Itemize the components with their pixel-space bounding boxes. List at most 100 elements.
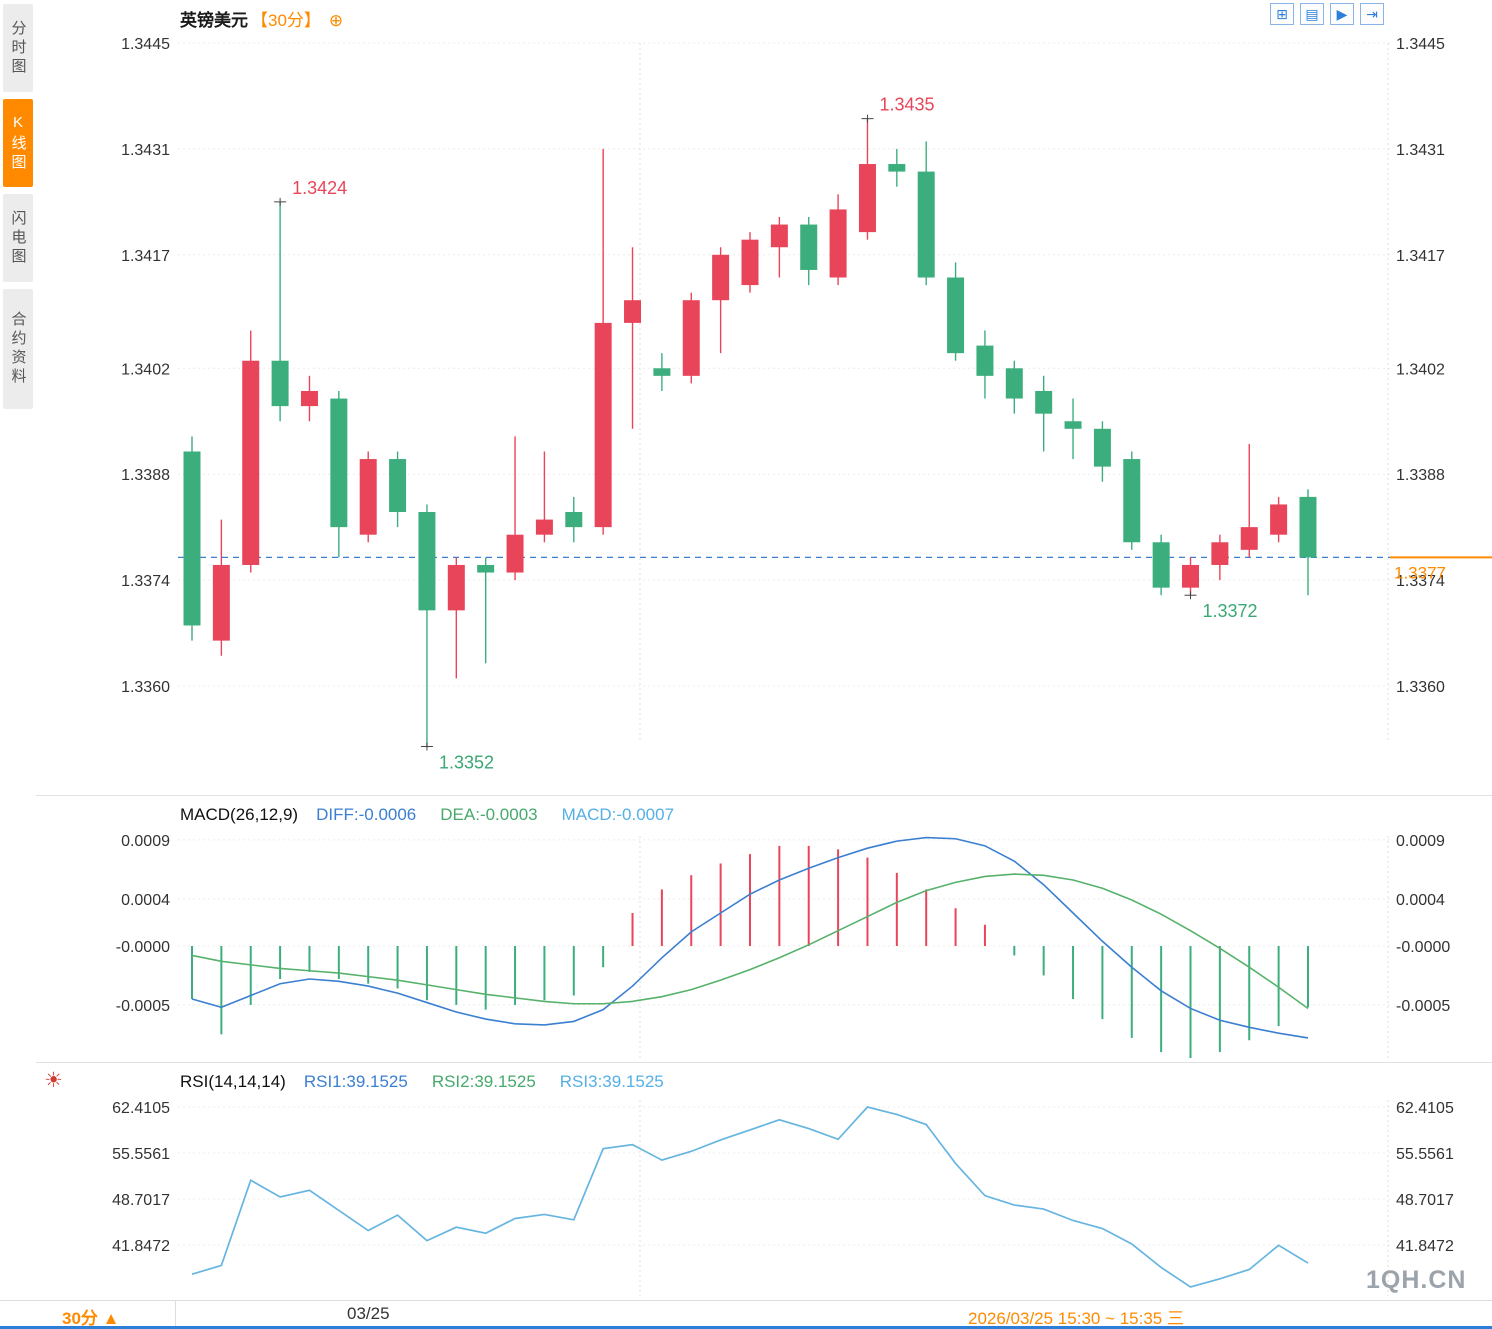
candle-body xyxy=(300,390,318,407)
period-selector[interactable]: 30分 ▲ xyxy=(62,1304,119,1329)
chart-header: 英镑美元 【30分】 ⊕ xyxy=(180,6,343,31)
rsi-title[interactable]: RSI(14,14,14) xyxy=(180,1072,286,1091)
candle-body xyxy=(447,564,465,611)
macd-panel-separator xyxy=(36,795,1492,796)
sidebar-tab-flash-chart[interactable]: 闪电图 xyxy=(3,194,33,282)
high-price-annotation: 1.3435 xyxy=(879,95,934,115)
add-indicator-icon[interactable]: ⊕ xyxy=(328,11,344,30)
candle-body xyxy=(1035,390,1053,414)
footer-bar: 30分 ▲ 03/25 2026/03/25 15:30 ~ 15:35 三 xyxy=(0,1300,1492,1329)
candle-body xyxy=(477,564,495,573)
macd-dea-line xyxy=(191,873,1309,1010)
y-axis-label-right: 1.3374 xyxy=(1396,573,1445,590)
y-axis-label-right: 62.4105 xyxy=(1396,1100,1454,1117)
layout-toolbar: ⊞ ▤ ▶ ⇥ xyxy=(1270,3,1384,25)
period-tag[interactable]: 【30分】 xyxy=(251,11,321,30)
macd-diff-line xyxy=(191,836,1309,1039)
rsi3-value: RSI3:39.1525 xyxy=(559,1072,664,1091)
chart-play-icon[interactable]: ▶ xyxy=(1330,3,1354,25)
candle-body xyxy=(418,512,436,611)
chart-forward-icon[interactable]: ⇥ xyxy=(1360,3,1384,25)
y-axis-label-left: 41.8472 xyxy=(112,1238,170,1255)
high-price-annotation: 1.3424 xyxy=(292,178,347,198)
y-axis-label-right: 41.8472 xyxy=(1396,1238,1454,1255)
y-axis-label-left: 1.3445 xyxy=(121,36,170,53)
bottom-scrollbar[interactable] xyxy=(0,1326,1492,1329)
chart-columns-icon[interactable]: ▤ xyxy=(1300,3,1324,25)
candle-body xyxy=(359,459,377,535)
candle-body xyxy=(947,277,965,354)
main-plot-area[interactable] xyxy=(178,43,1390,745)
y-axis-label-left: 48.7017 xyxy=(112,1192,170,1209)
candle-body xyxy=(976,345,994,376)
y-axis-label-left: 1.3417 xyxy=(121,248,170,265)
candle-body xyxy=(1123,459,1141,543)
rsi-plot-area[interactable] xyxy=(178,1100,1390,1296)
y-axis-label-right: 1.3388 xyxy=(1396,467,1445,484)
candle-body xyxy=(594,322,612,528)
candle-body xyxy=(535,519,553,535)
candle-body xyxy=(1211,542,1229,565)
y-axis-label-left: 1.3431 xyxy=(121,142,170,159)
candle-body xyxy=(770,224,788,248)
candle-body xyxy=(1093,428,1111,467)
candle-body xyxy=(1270,504,1288,535)
y-axis-label-right: 1.3360 xyxy=(1396,679,1445,696)
rsi1-value: RSI1:39.1525 xyxy=(303,1072,408,1091)
macd-plot-area[interactable] xyxy=(178,832,1390,1058)
sun-icon[interactable]: ☀ xyxy=(44,1069,63,1092)
candle-body xyxy=(183,451,201,626)
candle-body xyxy=(888,164,906,172)
x-axis-date-label: 03/25 xyxy=(347,1304,390,1323)
rsi-header: RSI(14,14,14) RSI1:39.1525 RSI2:39.1525 RSI… xyxy=(180,1072,664,1092)
triangle-up-icon: ▲ xyxy=(102,1309,120,1328)
candle-body xyxy=(1152,542,1170,588)
candle-body xyxy=(653,368,671,376)
y-axis-label-right: 48.7017 xyxy=(1396,1192,1454,1209)
macd-title[interactable]: MACD(26,12,9) xyxy=(180,805,299,824)
rsi-panel-separator xyxy=(36,1062,1492,1063)
sidebar-tab-time-chart[interactable]: 分时图 xyxy=(3,4,33,92)
y-axis-label-left: 1.3360 xyxy=(121,679,170,696)
y-axis-label-left: 55.5561 xyxy=(112,1146,170,1163)
sidebar-tab-contract-info[interactable]: 合约资料 xyxy=(3,289,33,409)
watermark: 1QH.CN xyxy=(1366,1266,1467,1294)
y-axis-label-left: 1.3388 xyxy=(121,467,170,484)
y-axis-label-left: 1.3402 xyxy=(121,361,170,378)
candle-body xyxy=(800,224,818,270)
candle-body xyxy=(242,360,260,565)
y-axis-label-right: 55.5561 xyxy=(1396,1146,1454,1163)
datetime-range-label: 2026/03/25 15:30 ~ 15:35 三 xyxy=(968,1309,1184,1328)
candle-body xyxy=(565,512,583,528)
y-axis-label-left: 62.4105 xyxy=(112,1100,170,1117)
candle-body xyxy=(1005,368,1023,399)
candle-body xyxy=(271,360,289,407)
y-axis-label-left: -0.0005 xyxy=(116,998,170,1015)
y-axis-label-right: 0.0004 xyxy=(1396,892,1445,909)
candle-body xyxy=(682,300,700,376)
candle-body xyxy=(712,254,730,301)
low-price-annotation: 1.3372 xyxy=(1203,601,1258,621)
candle-body xyxy=(389,459,407,513)
y-axis-label-right: 1.3445 xyxy=(1396,36,1445,53)
macd-dea-value: DEA:-0.0003 xyxy=(440,805,538,824)
y-axis-label-left: 0.0004 xyxy=(121,892,170,909)
macd-macd-value: MACD:-0.0007 xyxy=(561,805,675,824)
y-axis-label-right: -0.0000 xyxy=(1396,939,1450,956)
footer-separator xyxy=(175,1301,176,1327)
sidebar-tab-kline-chart[interactable]: K线图 xyxy=(3,99,33,187)
rsi-line xyxy=(191,1106,1309,1288)
macd-diff-value: DIFF:-0.0006 xyxy=(316,805,417,824)
quad-layout-icon[interactable]: ⊞ xyxy=(1270,3,1294,25)
candle-body xyxy=(506,534,524,573)
current-price-label: 1.3377 xyxy=(1394,563,1446,582)
y-axis-label-right: 1.3402 xyxy=(1396,361,1445,378)
rsi2-value: RSI2:39.1525 xyxy=(431,1072,536,1091)
candle-body xyxy=(1182,564,1200,588)
symbol-name: 英镑美元 xyxy=(180,11,248,30)
y-axis-label-right: -0.0005 xyxy=(1396,998,1450,1015)
y-axis-label-left: -0.0000 xyxy=(116,939,170,956)
candle-body xyxy=(1299,496,1317,558)
y-axis-label-left: 1.3374 xyxy=(121,573,170,590)
